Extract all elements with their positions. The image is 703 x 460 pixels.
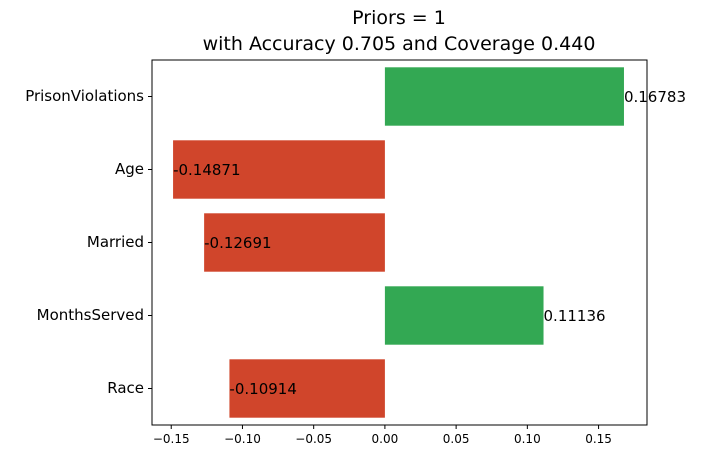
bar-prisonviolations xyxy=(384,67,624,126)
bar-married xyxy=(204,213,385,272)
x-tick-label: 0.10 xyxy=(514,432,541,446)
x-tick-label: 0.00 xyxy=(372,432,399,446)
x-tick-label: −0.05 xyxy=(295,432,332,446)
value-label: 0.16783 xyxy=(624,88,686,106)
bar-race xyxy=(229,359,385,418)
value-label: -0.12691 xyxy=(204,234,271,252)
y-axis: PrisonViolations Age Married MonthsServed Ra… xyxy=(25,87,152,397)
y-tick-label: PrisonViolations xyxy=(25,87,144,105)
y-tick-label: Age xyxy=(115,160,144,178)
x-tick-label: 0.05 xyxy=(443,432,470,446)
chart-subtitle: with Accuracy 0.705 and Coverage 0.440 xyxy=(203,33,596,55)
bars-group xyxy=(173,67,624,418)
bar-age xyxy=(173,140,385,199)
chart-title: Priors = 1 xyxy=(352,7,446,29)
data-labels-group: 0.16783 -0.14871 -0.12691 0.11136 -0.10914 xyxy=(173,88,686,398)
x-tick-label: −0.15 xyxy=(153,432,190,446)
value-label: 0.11136 xyxy=(544,307,606,325)
value-label: -0.14871 xyxy=(173,161,240,179)
bar-monthsserved xyxy=(384,286,544,345)
x-tick-label: 0.15 xyxy=(585,432,612,446)
y-tick-label: Race xyxy=(107,379,144,397)
x-axis: −0.15 −0.10 −0.05 0.00 0.05 0.10 0.15 xyxy=(153,425,612,446)
value-label: -0.10914 xyxy=(229,380,296,398)
x-tick-label: −0.10 xyxy=(224,432,261,446)
y-tick-label: MonthsServed xyxy=(37,306,144,324)
y-tick-label: Married xyxy=(87,233,144,251)
